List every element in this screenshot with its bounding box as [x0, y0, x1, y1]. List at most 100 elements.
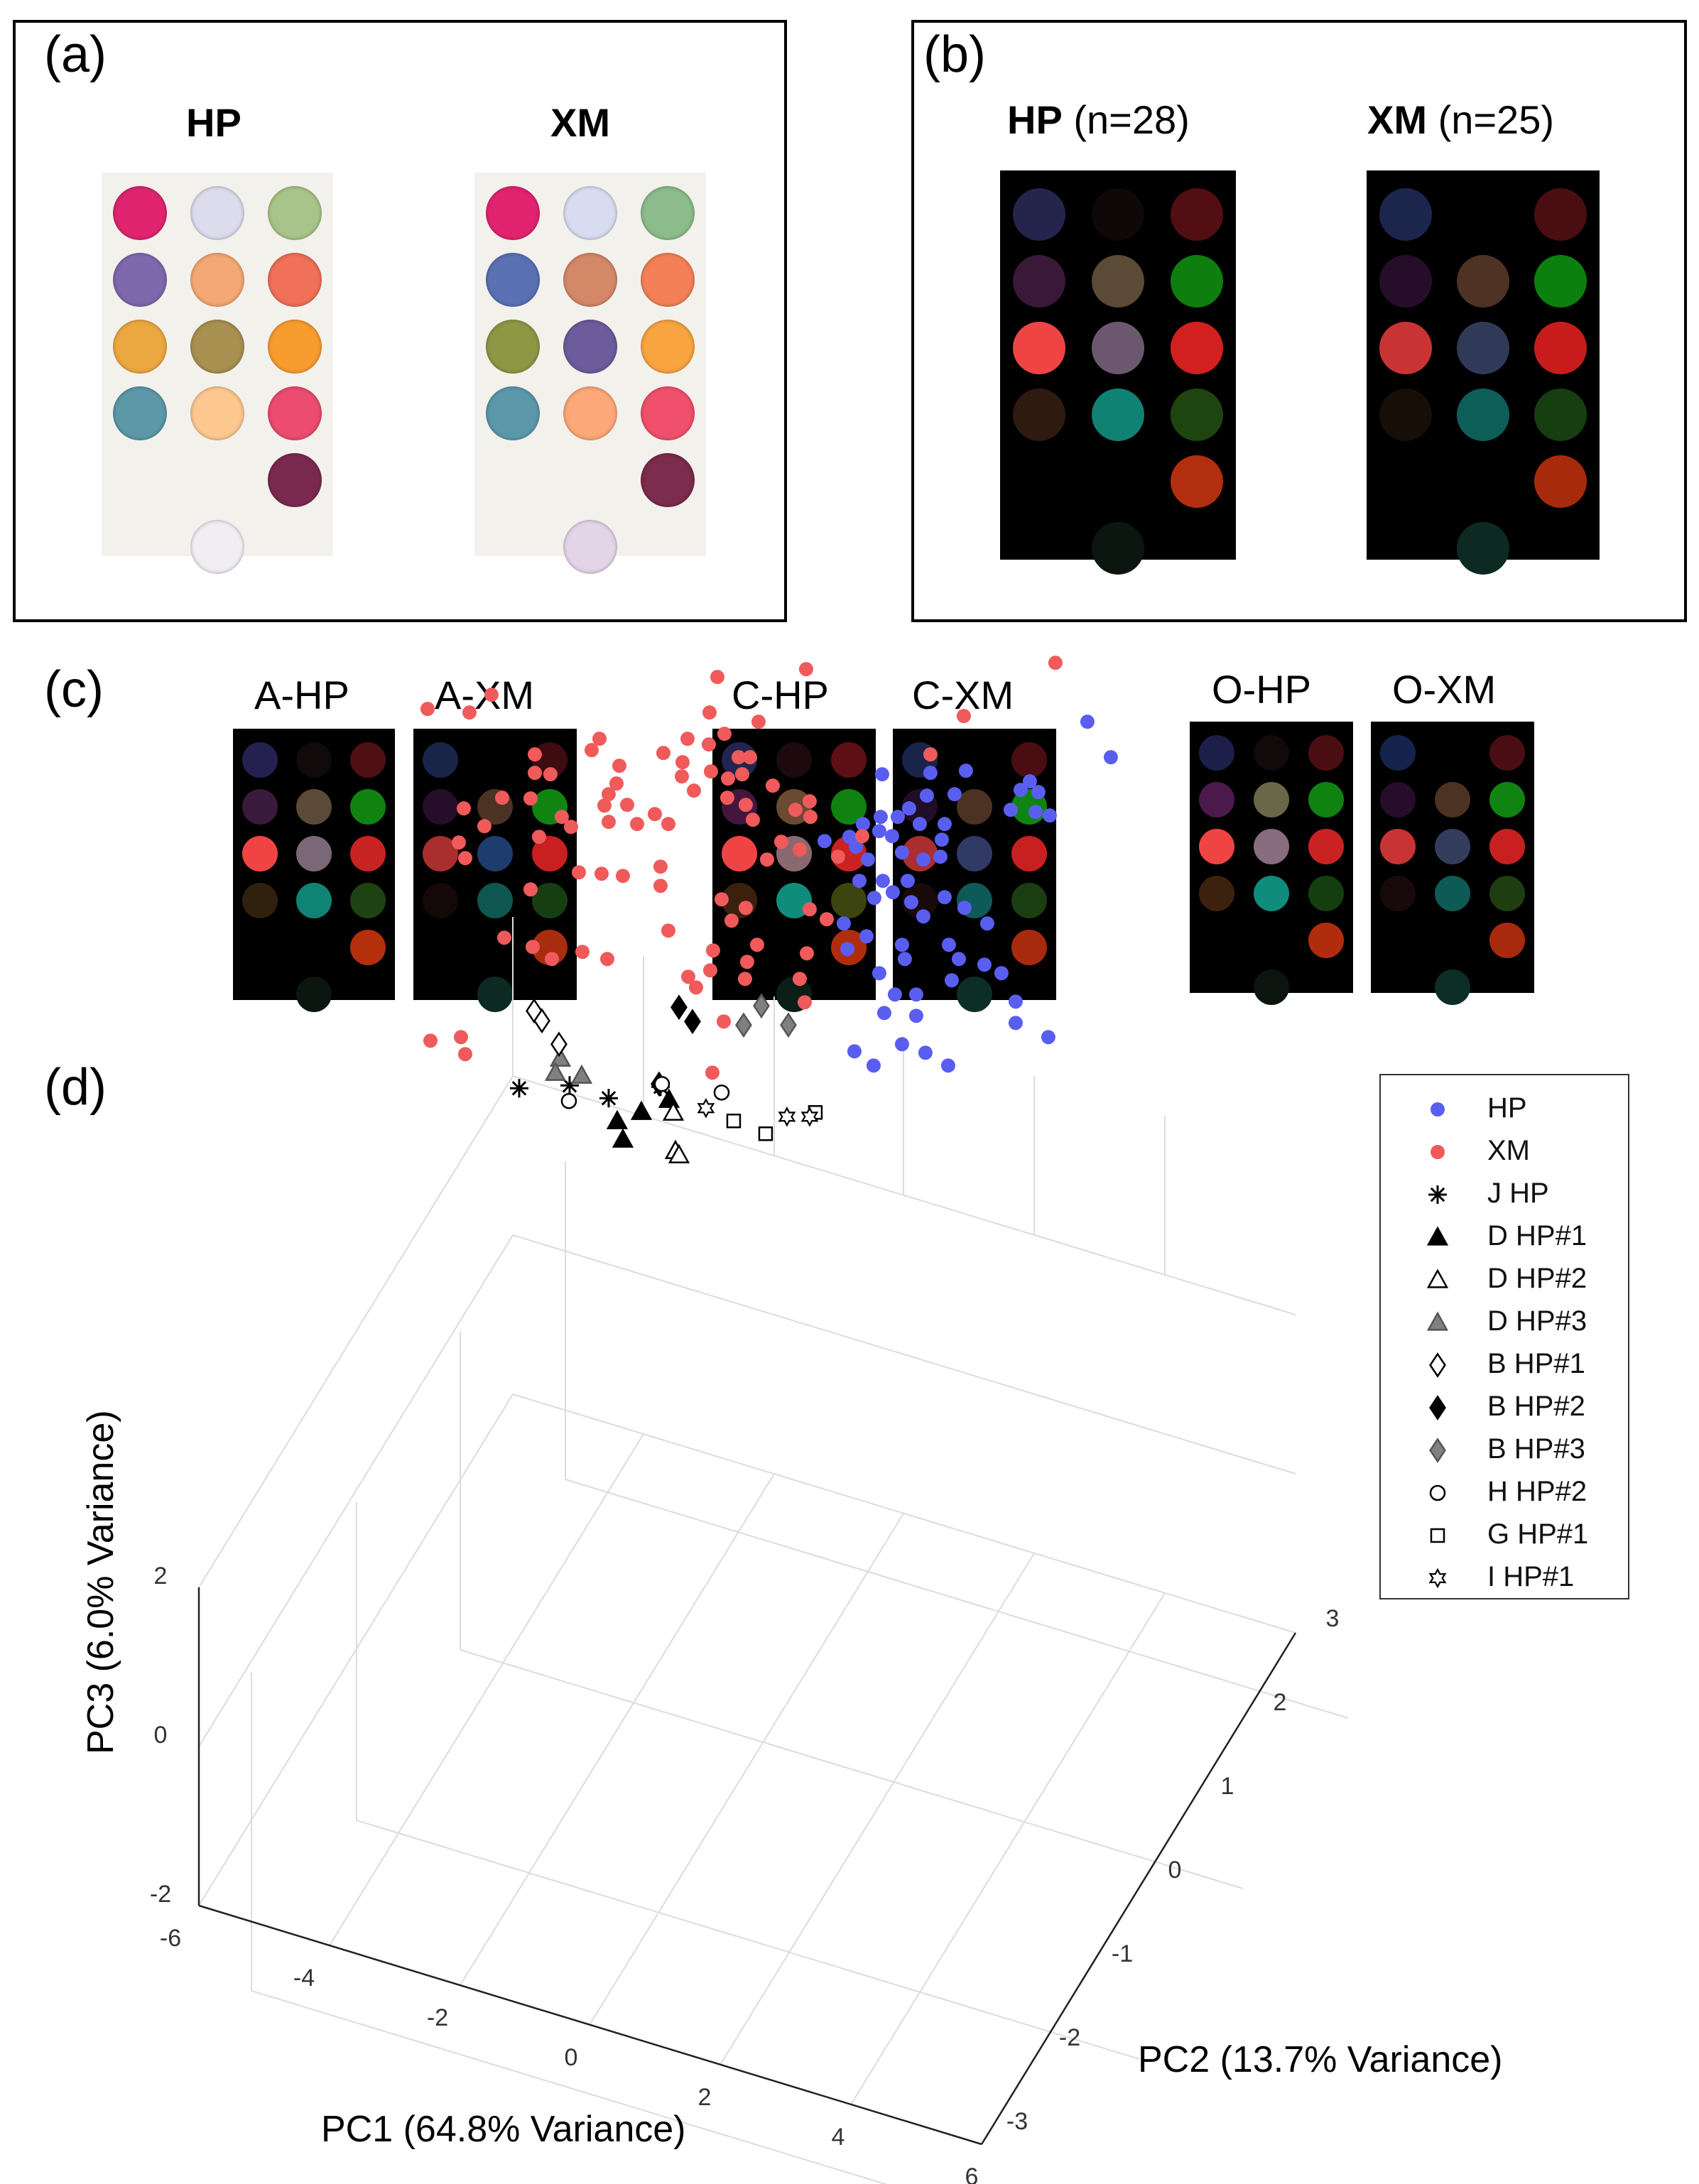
legend-item: XM [1381, 1132, 1628, 1172]
sensor-spot [776, 836, 812, 871]
sensor-spot [1379, 322, 1432, 374]
back-grid-line [512, 1234, 1296, 1474]
sensor-spot [640, 386, 695, 440]
legend-item: B HP#2 [1381, 1388, 1628, 1428]
floor-grid-line [329, 1433, 644, 1946]
legend-marker [1426, 1226, 1449, 1246]
panel-b-array-hp [1000, 170, 1236, 575]
sensor-spot [640, 253, 695, 307]
point-hp [874, 767, 889, 782]
sensor-spot [267, 320, 322, 374]
sensor-spot [902, 836, 938, 871]
z-tick-label: 0 [154, 1722, 168, 1749]
point-xm [601, 815, 616, 830]
sensor-spot [1254, 782, 1289, 817]
sensor-spot [486, 320, 541, 374]
point-xm [575, 945, 590, 960]
point-xm [584, 743, 599, 758]
legend-marker [1429, 1395, 1446, 1420]
panel-d-label: (d) [44, 1059, 107, 1116]
sensor-spot [1170, 255, 1223, 308]
x-tick-label: -2 [427, 2004, 448, 2031]
sensor-spot [190, 520, 244, 574]
sensor-spot [1379, 389, 1432, 441]
point-i-hp-1 [697, 1097, 715, 1119]
sensor-spot [1534, 455, 1587, 508]
point-g-hp-1 [808, 1104, 823, 1120]
x-tick-label: -6 [160, 1925, 181, 1952]
floor-grid-line [460, 1473, 775, 1986]
sensor-spot [296, 977, 332, 1012]
y-tick-label: 0 [1168, 1857, 1182, 1884]
sensor-spot [902, 789, 938, 825]
sensor-spot [242, 742, 278, 778]
legend-item: G HP#1 [1381, 1516, 1628, 1555]
sensor-spot [957, 977, 992, 1012]
sensor-spot [1013, 322, 1066, 374]
legend-item: HP [1381, 1090, 1628, 1129]
sensor-spot [830, 930, 867, 965]
sensor-spot [350, 742, 386, 778]
sensor-spot [531, 836, 568, 871]
point-hp [894, 1037, 909, 1052]
point-j-hp [651, 1077, 670, 1097]
point-hp [876, 1006, 891, 1021]
sensor-spot [113, 186, 168, 240]
floor-grid-line [850, 1592, 1166, 2105]
legend-item: D HP#2 [1381, 1260, 1628, 1300]
sensor-spot [1308, 782, 1344, 817]
back-grid-line [512, 1393, 1296, 1634]
point-xm [710, 670, 724, 685]
sensor-spot [1170, 188, 1223, 241]
sensor-spot [1489, 923, 1525, 958]
panel-a-title-xm: XM [550, 100, 610, 145]
sensor-spot [1170, 389, 1223, 441]
legend-item: J HP [1381, 1175, 1628, 1215]
point-xm [661, 923, 675, 938]
sensor-spot [1170, 322, 1223, 374]
legend-marker [1429, 1438, 1446, 1463]
sensor-spot [1435, 876, 1470, 911]
legend-marker-icon [1429, 1395, 1446, 1420]
sensor-spot [190, 386, 244, 440]
legend-marker-icon [1429, 1484, 1446, 1501]
sensor-spot [563, 386, 617, 440]
point-xm [592, 732, 607, 746]
sensor-spot [1254, 735, 1289, 771]
panel-c-title-a-xm: A-XM [435, 673, 534, 717]
z-tick-label: -2 [150, 1881, 171, 1908]
point-hp [1008, 1016, 1023, 1031]
legend-label: D HP#3 [1487, 1305, 1587, 1337]
floor-grid-line [565, 1479, 1349, 1719]
legend-item: D HP#1 [1381, 1217, 1628, 1257]
point-xm [1048, 656, 1063, 670]
legend-item: H HP#2 [1381, 1473, 1628, 1513]
sensor-spot [640, 186, 695, 240]
sensor-spot [423, 789, 459, 825]
panel-b-title-hp-n: (n=28) [1073, 97, 1190, 142]
sensor-spot [296, 789, 332, 825]
sensor-spot [486, 386, 541, 440]
legend-marker-icon [1430, 1528, 1445, 1543]
sensor-spot [486, 253, 541, 307]
panel-c-title-c-xm: C-XM [912, 673, 1014, 717]
point-j-hp-stroke [562, 1077, 577, 1093]
sensor-spot [957, 789, 992, 825]
point-b-hp-2 [651, 1071, 668, 1097]
sensor-spot [1308, 923, 1344, 958]
point-h-hp-2 [713, 1084, 730, 1101]
legend-label: XM [1487, 1135, 1530, 1166]
point-j-hp [599, 1089, 618, 1108]
legend-label: H HP#2 [1487, 1476, 1587, 1507]
sensor-spot [1457, 322, 1509, 374]
axis-ticks: -6 -4 -2 0 2 4 6 3 2 1 0 -1 -2 -3 2 0 -2 [150, 1563, 1340, 2184]
sensor-spot [1011, 742, 1047, 778]
point-xm [453, 1030, 468, 1045]
point-b-hp-1 [526, 998, 543, 1024]
sensor-spot [1308, 735, 1344, 771]
point-d-hp-1 [612, 1128, 634, 1148]
plot-grid [198, 917, 1349, 2184]
z-axis-title: PC3 (6.0% Variance) [80, 1410, 121, 1754]
point-xm [423, 1033, 438, 1048]
legend-label: I HP#1 [1487, 1561, 1575, 1592]
